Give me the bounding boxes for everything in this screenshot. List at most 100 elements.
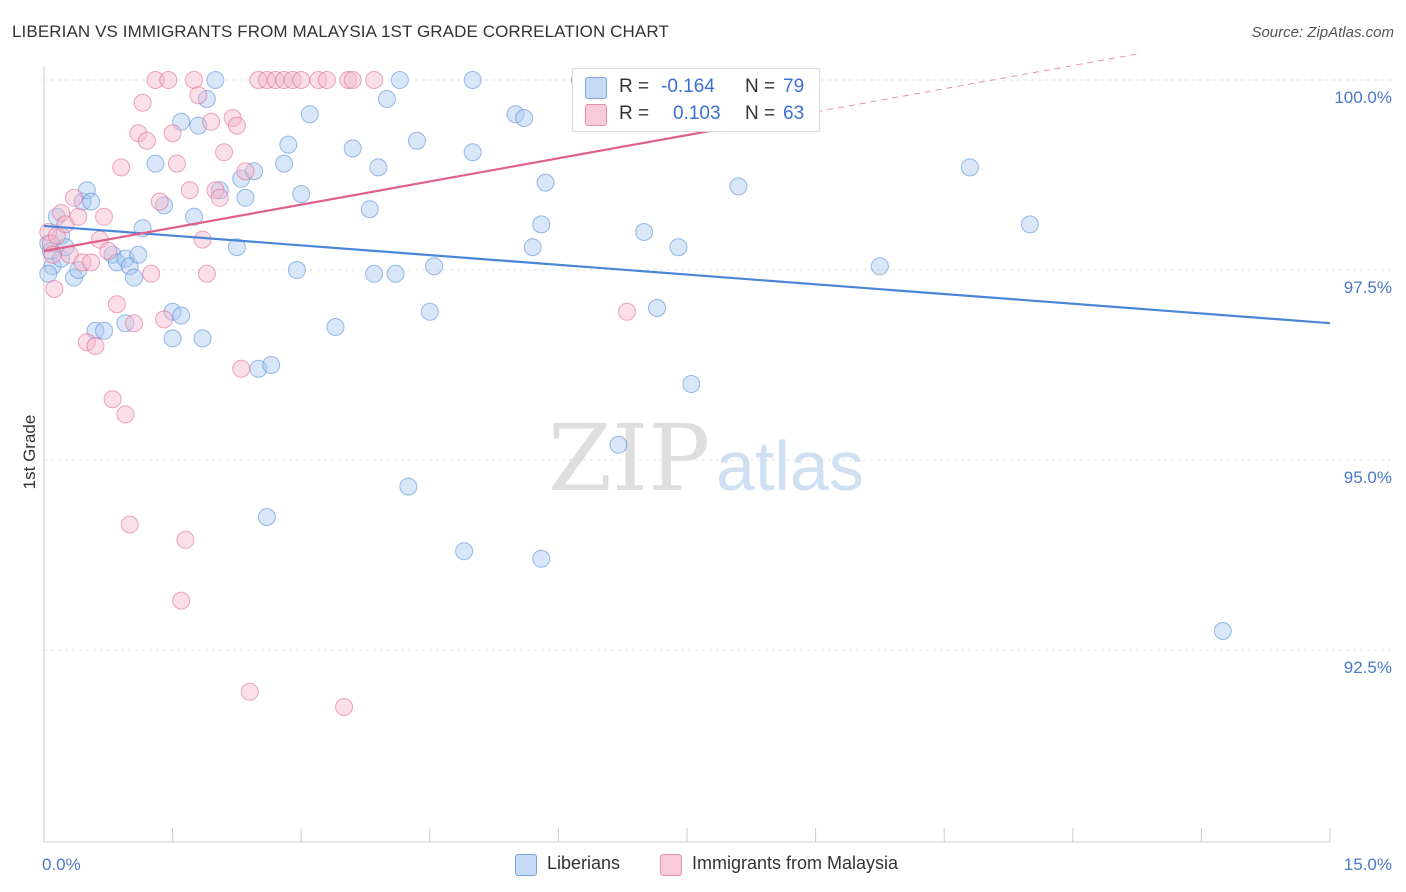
chart-title: LIBERIAN VS IMMIGRANTS FROM MALAYSIA 1ST… bbox=[12, 22, 669, 41]
data-point-malaysia bbox=[617, 302, 636, 321]
data-point-malaysia bbox=[82, 253, 101, 272]
data-point-liberians bbox=[463, 143, 482, 162]
data-point-malaysia bbox=[236, 162, 255, 181]
y-tick-label: 95.0% bbox=[1344, 468, 1392, 487]
correlation-legend: R = -0.164 N = 79 R = 0.103 N = 63 bbox=[572, 68, 820, 132]
bottom-legend-swatch-liberians bbox=[515, 854, 537, 876]
data-point-malaysia bbox=[292, 71, 311, 89]
data-point-malaysia bbox=[180, 181, 199, 200]
data-point-liberians bbox=[193, 329, 212, 348]
y-axis-label: 1st Grade bbox=[20, 415, 39, 490]
data-point-liberians bbox=[39, 264, 58, 283]
data-point-liberians bbox=[1213, 622, 1232, 640]
data-point-malaysia bbox=[120, 515, 139, 534]
data-point-liberians bbox=[279, 135, 298, 154]
data-point-malaysia bbox=[227, 116, 246, 135]
legend-swatch-malaysia bbox=[585, 104, 607, 126]
watermark-zip: ZIP bbox=[548, 405, 710, 512]
data-point-malaysia bbox=[317, 71, 336, 89]
x-tick-label: 15.0% bbox=[1344, 855, 1392, 874]
data-point-liberians bbox=[609, 435, 628, 454]
data-point-liberians bbox=[326, 318, 345, 336]
data-point-malaysia bbox=[365, 71, 384, 89]
data-point-liberians bbox=[532, 549, 551, 568]
data-point-liberians bbox=[682, 375, 701, 393]
data-point-malaysia bbox=[103, 390, 122, 409]
y-tick-label: 92.5% bbox=[1344, 658, 1392, 677]
data-point-malaysia bbox=[150, 192, 169, 211]
data-point-liberians bbox=[536, 173, 555, 192]
data-point-malaysia bbox=[69, 207, 88, 226]
data-point-malaysia bbox=[193, 230, 212, 249]
data-point-liberians bbox=[129, 245, 148, 264]
data-point-liberians bbox=[960, 158, 979, 177]
data-point-liberians bbox=[343, 139, 362, 158]
x-tick-label: 0.0% bbox=[42, 855, 81, 874]
tick-labels: 100.0% 97.5% 95.0% 92.5% 0.0% 15.0% bbox=[42, 88, 1392, 874]
data-point-liberians bbox=[463, 71, 482, 89]
data-point-liberians bbox=[365, 264, 384, 283]
data-point-liberians bbox=[262, 356, 281, 374]
data-point-malaysia bbox=[133, 93, 152, 112]
data-points bbox=[39, 71, 1232, 716]
data-point-liberians bbox=[506, 105, 525, 124]
data-point-malaysia bbox=[146, 71, 165, 89]
data-point-liberians bbox=[399, 477, 418, 496]
data-point-malaysia bbox=[39, 223, 58, 241]
data-point-liberians bbox=[369, 158, 388, 177]
data-point-malaysia bbox=[95, 207, 114, 226]
data-point-liberians bbox=[515, 109, 534, 127]
data-point-liberians bbox=[206, 71, 225, 89]
bottom-legend-label-malaysia: Immigrants from Malaysia bbox=[692, 853, 899, 873]
data-point-malaysia bbox=[232, 359, 251, 378]
legend-r-value: 0.103 bbox=[673, 103, 721, 124]
data-point-malaysia bbox=[107, 295, 126, 314]
legend-n-label: N = bbox=[745, 76, 776, 97]
data-point-malaysia bbox=[137, 131, 156, 150]
data-point-liberians bbox=[292, 185, 311, 203]
data-point-malaysia bbox=[41, 234, 60, 253]
data-point-malaysia bbox=[77, 333, 96, 352]
data-point-malaysia bbox=[335, 698, 354, 716]
data-point-liberians bbox=[669, 238, 688, 257]
data-point-malaysia bbox=[202, 112, 221, 131]
axes bbox=[43, 66, 1331, 843]
data-point-malaysia bbox=[215, 143, 234, 162]
data-point-liberians bbox=[420, 302, 439, 321]
data-point-malaysia bbox=[86, 337, 105, 355]
data-point-malaysia bbox=[210, 188, 229, 207]
data-point-liberians bbox=[163, 329, 182, 348]
bottom-legend-label-liberians: Liberians bbox=[547, 853, 621, 873]
data-point-liberians bbox=[185, 207, 204, 226]
data-point-liberians bbox=[870, 257, 889, 276]
data-point-liberians bbox=[287, 261, 306, 279]
data-point-malaysia bbox=[112, 158, 131, 177]
legend-n-value: 63 bbox=[783, 103, 805, 124]
data-point-malaysia bbox=[52, 204, 71, 222]
data-point-malaysia bbox=[167, 154, 186, 173]
data-point-liberians bbox=[257, 508, 276, 526]
data-point-liberians bbox=[523, 238, 542, 257]
data-point-malaysia bbox=[125, 314, 144, 333]
data-point-liberians bbox=[1020, 215, 1039, 234]
data-point-liberians bbox=[300, 105, 319, 124]
data-point-malaysia bbox=[155, 310, 174, 329]
y-tick-label: 97.5% bbox=[1344, 278, 1392, 297]
legend-r-value: -0.164 bbox=[661, 76, 715, 97]
legend-r-label: R = bbox=[619, 76, 650, 97]
data-point-liberians bbox=[210, 181, 229, 200]
data-point-liberians bbox=[390, 71, 409, 89]
data-point-malaysia bbox=[189, 86, 208, 105]
watermark-atlas: atlas bbox=[716, 427, 864, 505]
data-point-malaysia bbox=[116, 405, 135, 424]
source-label: Source: ZipAtlas.com bbox=[1251, 24, 1394, 41]
data-point-liberians bbox=[455, 542, 474, 561]
data-point-liberians bbox=[125, 268, 144, 287]
data-point-liberians bbox=[52, 249, 71, 268]
data-point-liberians bbox=[425, 257, 444, 276]
bottom-legend-swatch-malaysia bbox=[660, 854, 682, 876]
data-point-malaysia bbox=[176, 530, 195, 549]
data-point-liberians bbox=[407, 131, 426, 150]
y-tick-label: 100.0% bbox=[1334, 88, 1392, 107]
trend-line-malaysia bbox=[43, 126, 731, 253]
